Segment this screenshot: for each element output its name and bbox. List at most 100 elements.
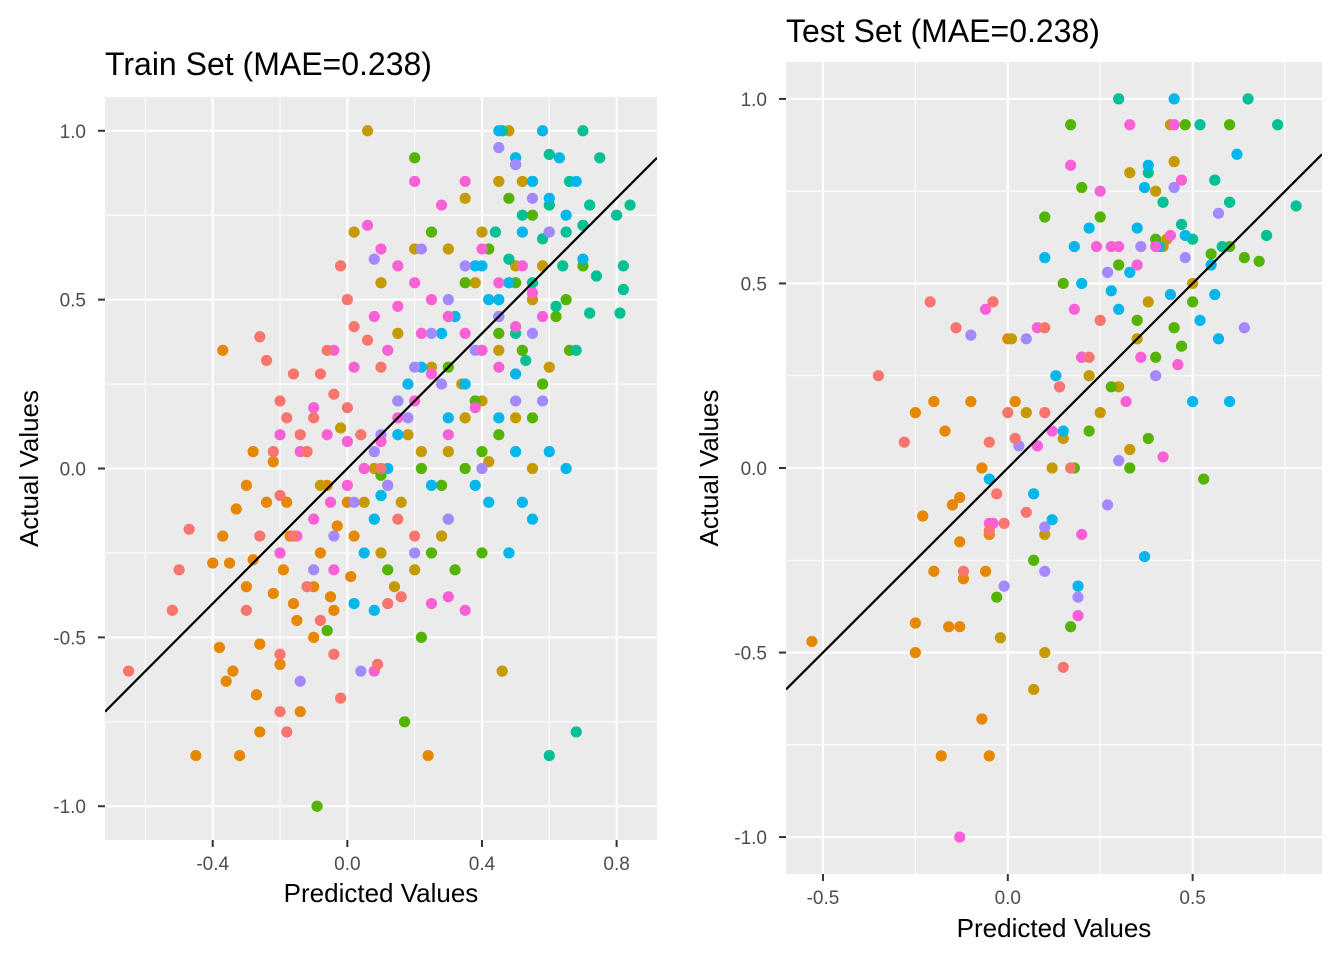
x-tick-label: 0.5 — [1179, 888, 1205, 909]
data-point — [493, 294, 505, 306]
data-point — [983, 750, 995, 762]
data-point — [308, 513, 320, 525]
data-point — [939, 425, 951, 437]
data-point — [624, 199, 636, 211]
data-point — [1124, 462, 1136, 474]
data-point — [536, 125, 549, 137]
data-point — [267, 446, 279, 458]
data-point — [611, 209, 623, 221]
data-point — [1231, 148, 1243, 160]
data-point — [1039, 322, 1051, 334]
data-point — [1113, 240, 1125, 253]
data-point — [274, 648, 286, 660]
data-point — [277, 564, 289, 576]
data-point — [1212, 333, 1225, 345]
data-point — [358, 547, 370, 559]
x-tick-label: 0.4 — [469, 854, 496, 875]
data-point — [355, 665, 367, 677]
data-point — [1238, 322, 1250, 334]
data-point — [614, 307, 626, 319]
data-point — [503, 277, 515, 289]
data-point — [983, 473, 995, 485]
data-point — [950, 322, 962, 334]
data-point — [291, 614, 303, 627]
data-point — [395, 496, 407, 508]
data-point — [409, 564, 421, 576]
data-point — [493, 412, 505, 424]
data-point — [388, 581, 401, 593]
data-point — [560, 209, 572, 221]
data-point — [1094, 211, 1106, 223]
data-point — [240, 479, 252, 491]
x-tick-label: -0.4 — [196, 854, 229, 875]
data-point — [1120, 395, 1132, 408]
data-point — [409, 152, 421, 164]
data-point — [526, 192, 539, 204]
data-point — [1113, 93, 1125, 105]
data-point — [348, 530, 360, 542]
data-point — [994, 632, 1007, 644]
data-point — [584, 307, 596, 319]
data-point — [442, 429, 454, 441]
data-point — [1009, 432, 1021, 445]
data-point — [1005, 333, 1018, 345]
data-point — [476, 344, 488, 356]
data-point — [247, 554, 259, 566]
data-point — [331, 520, 343, 532]
data-point — [375, 361, 387, 373]
data-point — [1057, 425, 1069, 437]
data-point — [1020, 333, 1032, 345]
data-point — [928, 395, 940, 408]
data-point — [543, 148, 555, 161]
data-point — [217, 530, 229, 542]
data-point — [240, 581, 252, 593]
data-point — [1046, 514, 1058, 526]
data-point — [361, 334, 374, 346]
data-point — [314, 479, 327, 491]
data-point — [213, 641, 226, 654]
data-point — [577, 253, 589, 265]
data-point — [543, 226, 555, 238]
data-point — [1150, 185, 1162, 197]
data-point — [1039, 211, 1051, 223]
data-point — [1028, 554, 1040, 566]
data-point — [254, 638, 266, 650]
data-point — [422, 749, 434, 762]
data-point — [341, 294, 353, 306]
data-point — [308, 631, 320, 643]
data-point — [1198, 473, 1210, 485]
data-point — [368, 604, 380, 616]
data-point — [1194, 314, 1206, 326]
data-point — [980, 565, 992, 577]
data-point — [348, 597, 360, 610]
data-point — [311, 800, 323, 812]
data-point — [526, 462, 539, 475]
data-point — [217, 344, 229, 356]
data-point — [368, 253, 380, 265]
data-point — [550, 300, 562, 312]
data-point — [516, 175, 528, 188]
data-point — [321, 625, 333, 637]
data-point — [503, 547, 515, 559]
data-point — [516, 496, 528, 508]
data-point — [324, 591, 337, 603]
data-point — [965, 329, 977, 341]
data-point — [806, 635, 818, 648]
data-point — [348, 226, 360, 238]
data-point — [516, 260, 528, 272]
data-point — [392, 260, 404, 272]
data-point — [1083, 425, 1095, 437]
data-point — [543, 192, 555, 204]
data-point — [1131, 314, 1143, 326]
data-point — [560, 294, 572, 306]
chart-title: Train Set (MAE=0.238) — [105, 46, 432, 82]
data-point — [1205, 248, 1217, 260]
data-point — [274, 658, 286, 670]
data-point — [1094, 314, 1106, 326]
data-point — [425, 597, 438, 610]
data-point — [442, 591, 454, 603]
data-point — [1057, 277, 1069, 290]
data-points — [806, 93, 1302, 843]
data-point — [1135, 351, 1147, 363]
y-axis-label: Actual Values — [14, 390, 44, 547]
